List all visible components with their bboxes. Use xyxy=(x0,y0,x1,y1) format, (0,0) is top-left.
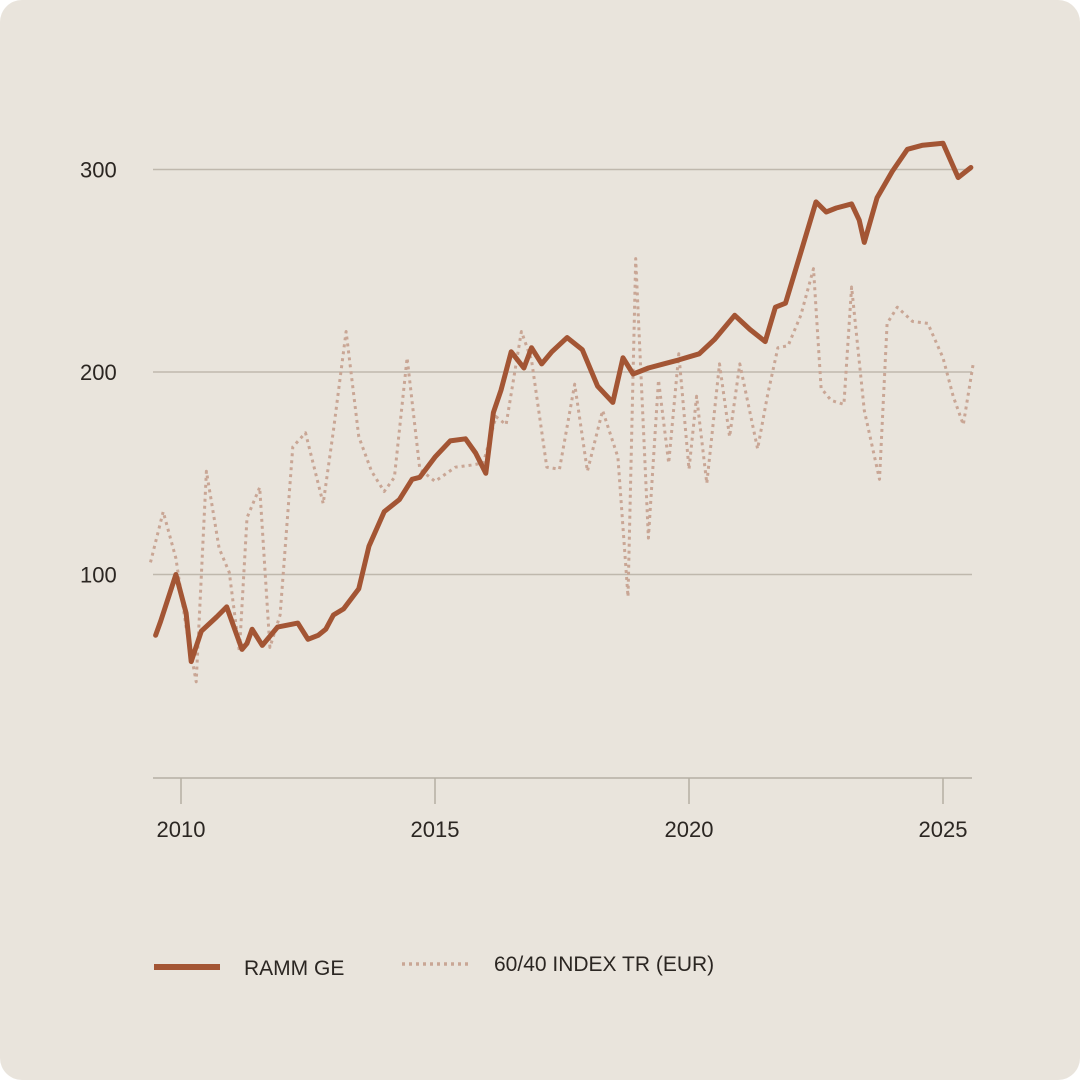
legend-label-60-40-index: 60/40 INDEX TR (EUR) xyxy=(494,953,714,976)
legend-label-ramm-ge: RAMM GE xyxy=(244,957,344,980)
y-tick-labels: 100 200 300 xyxy=(80,158,117,588)
x-tick-labels: 2010 2015 2020 2025 xyxy=(157,817,968,842)
gridlines xyxy=(153,168,972,576)
x-tick-label-2020: 2020 xyxy=(665,817,714,842)
x-axis xyxy=(153,777,972,804)
x-tick-label-2015: 2015 xyxy=(411,817,460,842)
series-lines xyxy=(149,140,975,684)
y-tick-label-200: 200 xyxy=(80,360,117,385)
y-tick-label-100: 100 xyxy=(80,563,117,588)
x-tick-label-2010: 2010 xyxy=(157,817,206,842)
series-line-60-40-index xyxy=(149,257,975,684)
y-tick-label-300: 300 xyxy=(80,158,117,183)
legend: RAMM GE 60/40 INDEX TR (EUR) xyxy=(154,953,714,980)
x-tick-label-2025: 2025 xyxy=(919,817,968,842)
series-line-ramm-ge xyxy=(153,140,974,665)
